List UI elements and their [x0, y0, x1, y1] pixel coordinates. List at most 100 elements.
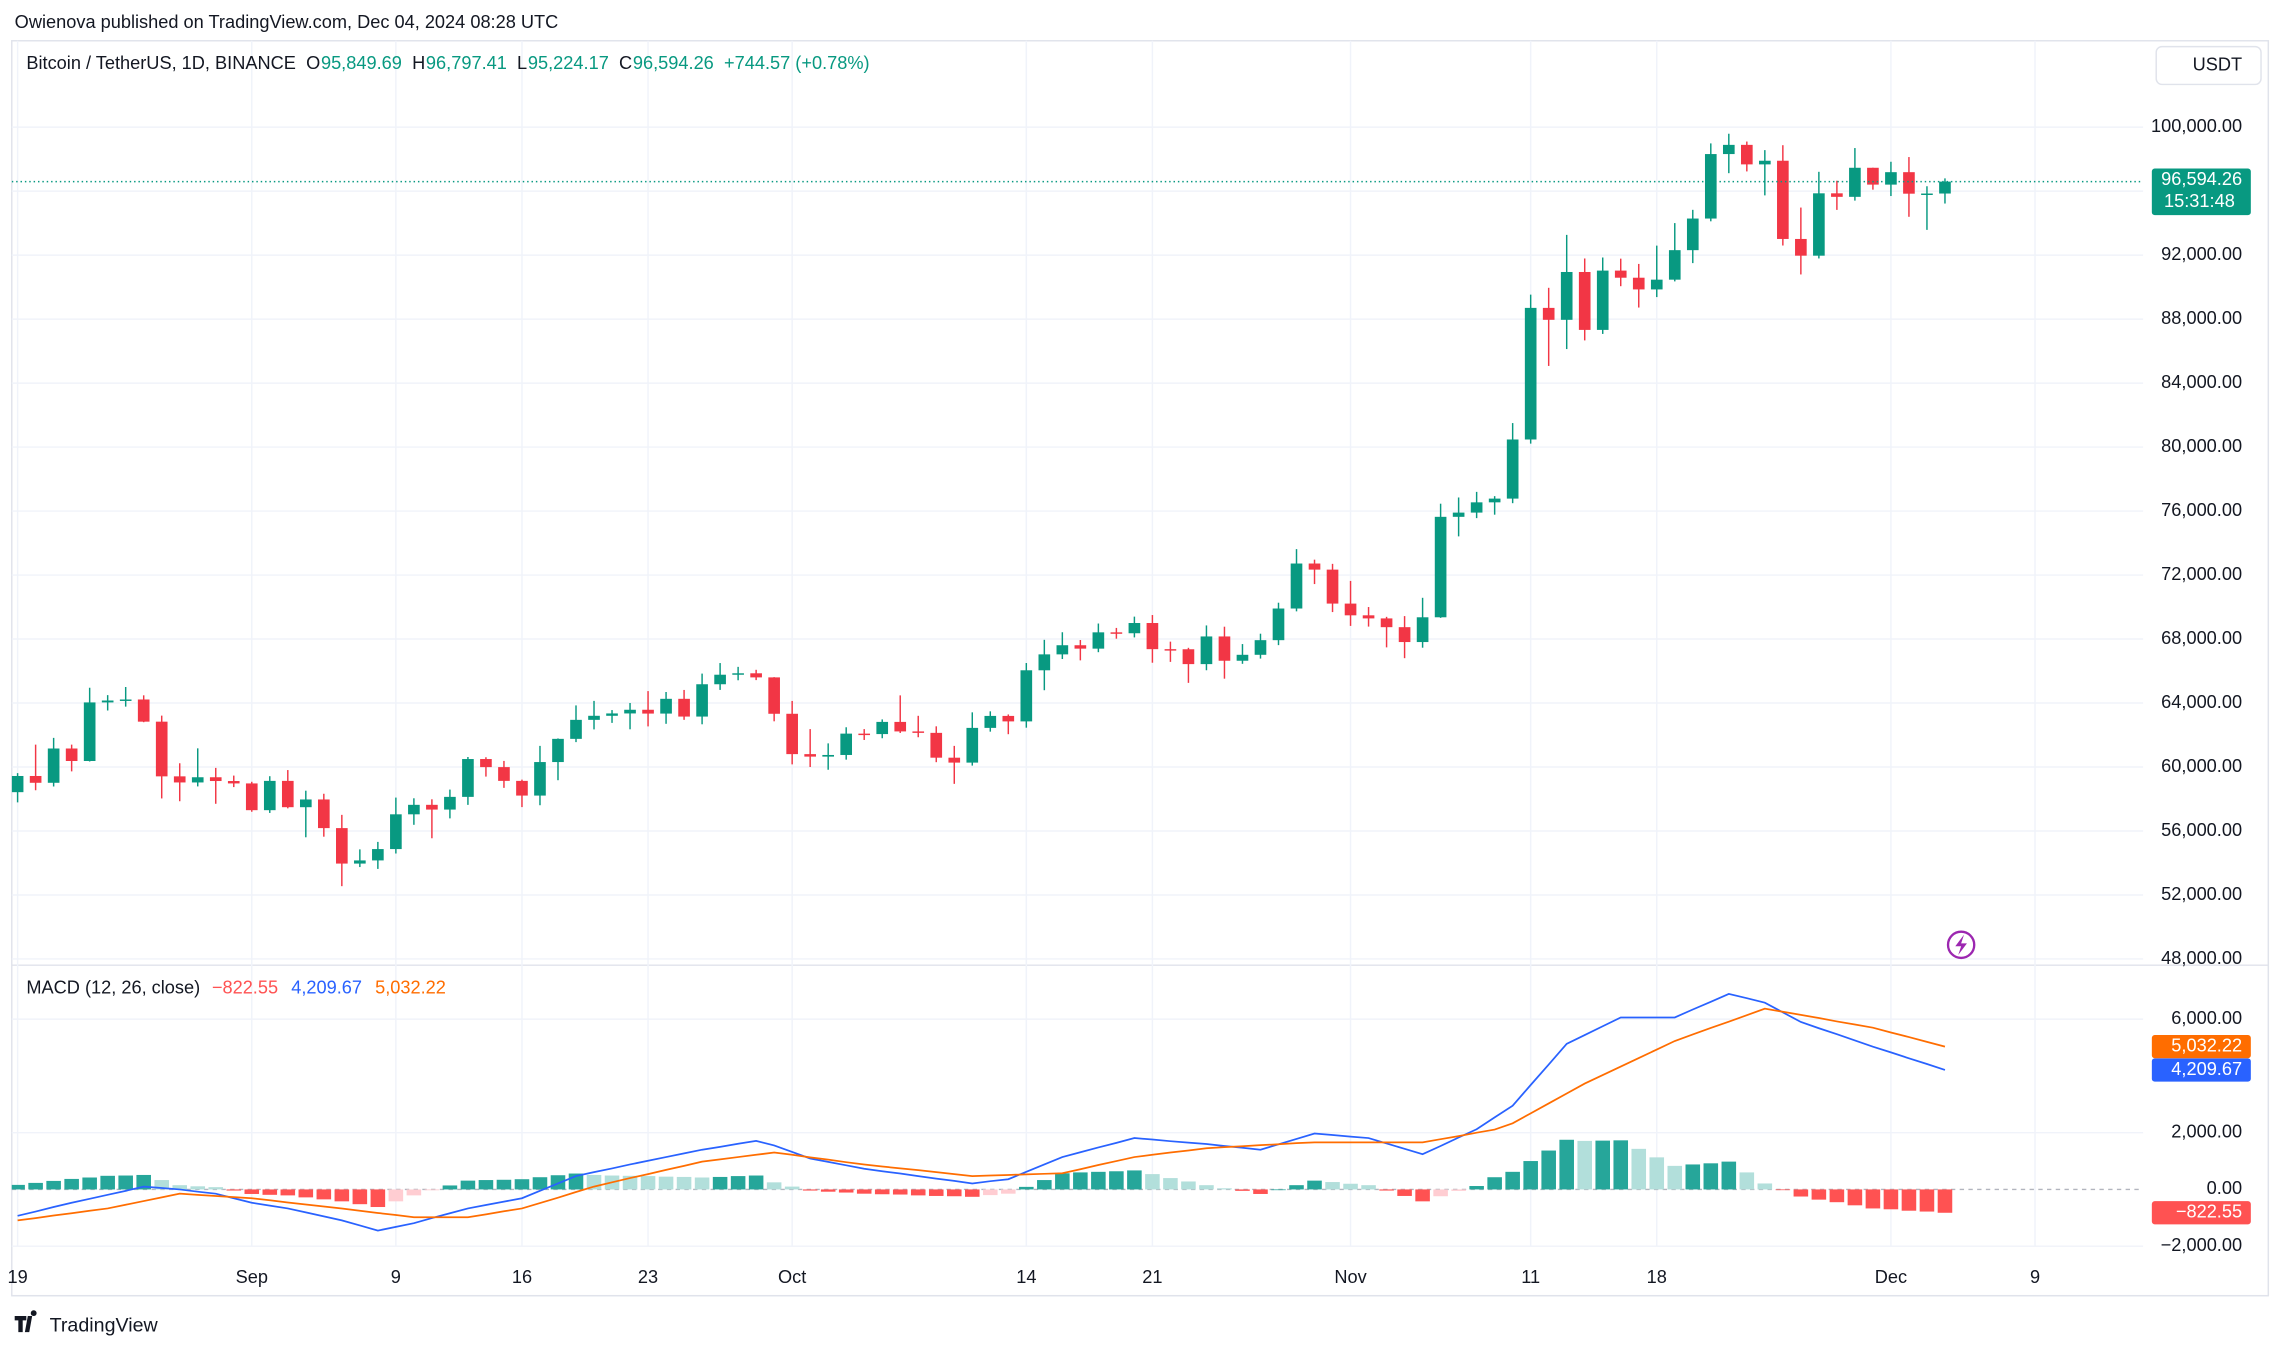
candle-body	[119, 699, 132, 701]
macd-legend-value: 4,209.67	[291, 977, 362, 997]
candle-body	[858, 733, 871, 736]
histogram-bar	[280, 1189, 296, 1196]
histogram-bar	[892, 1189, 908, 1195]
histogram-bar	[514, 1179, 530, 1190]
x-tick-label: 19	[7, 1267, 27, 1287]
histogram-bar	[1793, 1189, 1809, 1197]
histogram-bar	[406, 1189, 422, 1196]
histogram-bar	[1217, 1188, 1232, 1190]
macd-line	[17, 992, 1946, 1232]
candle-body	[1020, 670, 1033, 722]
currency-button[interactable]	[2155, 45, 2262, 86]
candle-body	[155, 721, 168, 777]
histogram-bar	[64, 1178, 79, 1190]
currency-label[interactable]: USDT	[2193, 54, 2243, 74]
histogram-bar	[1937, 1189, 1953, 1213]
candle-body	[1470, 502, 1483, 513]
y-tick-label: 68,000.00	[2161, 628, 2242, 648]
histogram-bar	[1001, 1189, 1016, 1194]
footer-brand: TradingView	[50, 1314, 159, 1336]
x-tick-label: Dec	[1875, 1267, 1907, 1287]
candle-body	[29, 775, 42, 783]
candle-body	[1236, 654, 1249, 661]
candle-body	[1885, 172, 1897, 185]
candle-body	[1488, 498, 1501, 503]
y-tick-label: 100,000.00	[2151, 116, 2242, 136]
histogram-bar	[298, 1189, 314, 1198]
histogram-bar	[676, 1176, 692, 1190]
candle-body	[642, 709, 654, 714]
histogram-bar	[1091, 1171, 1106, 1190]
y-tick-label: 60,000.00	[2161, 756, 2242, 776]
candle-body	[714, 674, 726, 685]
histogram-bar	[694, 1177, 710, 1190]
histogram-bar	[1379, 1189, 1394, 1191]
price-pane	[11, 133, 2144, 887]
footer-logo: TradingView	[14, 1310, 159, 1336]
ohlc-key: C	[619, 53, 632, 73]
histogram-bar	[838, 1189, 854, 1193]
histogram-bar	[496, 1179, 512, 1190]
candle-body	[1218, 636, 1231, 661]
candle-body	[570, 719, 582, 739]
y-tick-label: 84,000.00	[2161, 372, 2242, 392]
y-tick-label: 0.00	[2207, 1178, 2242, 1198]
candle-body	[930, 732, 943, 758]
candle-body	[732, 673, 744, 675]
candle-body	[101, 700, 114, 703]
candle-body	[768, 677, 780, 714]
x-tick-label: 16	[512, 1267, 532, 1287]
candle-body	[1452, 512, 1465, 517]
histogram-bar	[532, 1177, 548, 1190]
alert-bolt[interactable]	[1955, 934, 1967, 956]
candle-body	[696, 684, 708, 717]
candle-body	[83, 702, 96, 761]
candle-body	[804, 754, 816, 757]
histogram-bar	[46, 1180, 61, 1190]
candle-body	[1128, 623, 1141, 634]
histogram-bar	[1559, 1139, 1574, 1190]
histogram-bar	[334, 1189, 350, 1202]
candle-body	[1903, 172, 1915, 194]
candle-body	[1614, 270, 1627, 278]
histogram-bar	[983, 1189, 998, 1196]
candle-body	[1722, 144, 1735, 155]
last-price-box	[2151, 168, 2251, 216]
histogram-bar	[1613, 1140, 1629, 1190]
histogram-bar	[1739, 1172, 1755, 1190]
candle-body	[1182, 649, 1195, 665]
histogram-bar	[1649, 1157, 1665, 1190]
candle-body	[894, 721, 907, 732]
histogram-bar	[1487, 1177, 1502, 1190]
candle-body	[678, 698, 690, 717]
macd-value-box	[2151, 1058, 2251, 1082]
histogram-bar	[1253, 1189, 1268, 1194]
histogram-bar	[442, 1185, 458, 1190]
candle-body	[1362, 615, 1375, 619]
histogram-bar	[965, 1189, 980, 1197]
histogram-bar	[1703, 1163, 1719, 1190]
candle-body	[1092, 632, 1105, 649]
candle-body	[444, 796, 456, 810]
histogram-bar	[226, 1189, 242, 1191]
candle-body	[1506, 439, 1519, 499]
candle-body	[1867, 167, 1879, 185]
candle-body	[462, 759, 474, 797]
histogram-bar	[100, 1175, 115, 1190]
histogram-bar	[1469, 1186, 1484, 1190]
candle-body	[552, 738, 564, 763]
ohlc-key: O	[306, 53, 320, 73]
candle-body	[948, 757, 961, 763]
candle-body	[1272, 608, 1285, 641]
histogram-bar	[820, 1189, 836, 1192]
candle-body	[1596, 270, 1609, 330]
candle-body	[263, 780, 276, 811]
signal-line	[17, 1007, 1946, 1222]
candle-body	[1038, 654, 1051, 671]
candle-body	[299, 799, 312, 808]
alert-icon[interactable]	[1946, 930, 1976, 960]
histogram-bar	[1919, 1189, 1935, 1212]
histogram-bar	[1127, 1170, 1142, 1190]
candle-body	[750, 673, 762, 678]
